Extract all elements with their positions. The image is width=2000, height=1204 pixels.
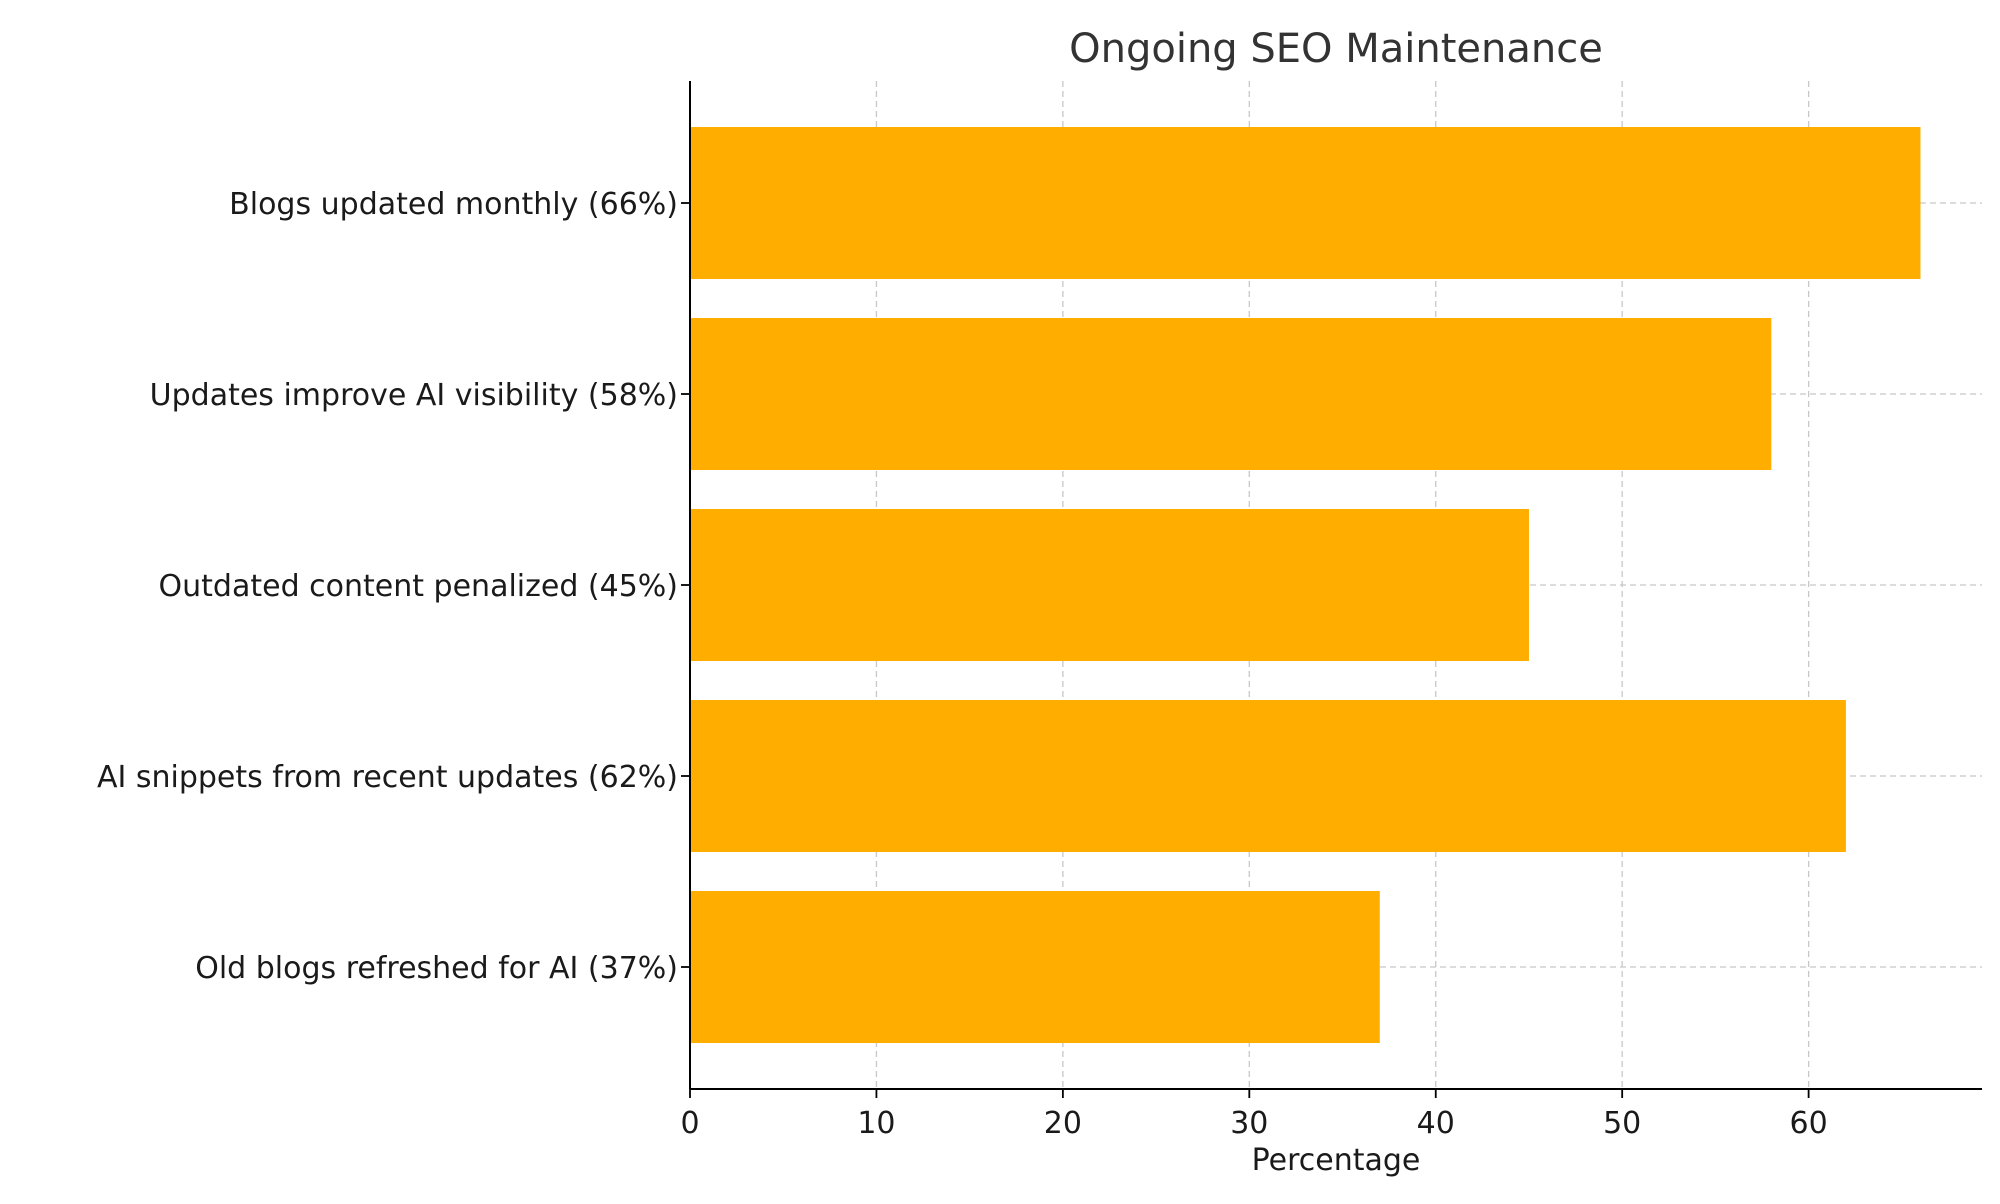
bar	[690, 318, 1772, 470]
x-axis-label: Percentage	[1252, 1143, 1421, 1178]
y-tick-label: Updates improve AI visibility (58%)	[150, 378, 678, 413]
chart-title: Ongoing SEO Maintenance	[1069, 26, 1603, 72]
bar	[690, 127, 1921, 279]
x-tick-label: 0	[680, 1106, 699, 1141]
y-tick-label: AI snippets from recent updates (62%)	[97, 760, 678, 795]
y-tick-label: Old blogs refreshed for AI (37%)	[195, 951, 678, 986]
ticks-layer: 0 10 20 30 40 50 60 Blogs updated monthly (66%)…	[97, 187, 1828, 1141]
y-tick-label: Outdated content penalized (45%)	[159, 569, 678, 604]
x-tick-label: 50	[1603, 1106, 1641, 1141]
x-tick-label: 30	[1230, 1106, 1268, 1141]
bar	[690, 509, 1529, 661]
x-tick-label: 10	[857, 1106, 895, 1141]
bar	[690, 700, 1846, 852]
bar	[690, 891, 1380, 1043]
bars-layer	[690, 127, 1921, 1043]
x-tick-label: 40	[1417, 1106, 1455, 1141]
x-tick-label: 20	[1044, 1106, 1082, 1141]
y-tick-label: Blogs updated monthly (66%)	[229, 187, 678, 222]
x-tick-label: 60	[1790, 1106, 1828, 1141]
